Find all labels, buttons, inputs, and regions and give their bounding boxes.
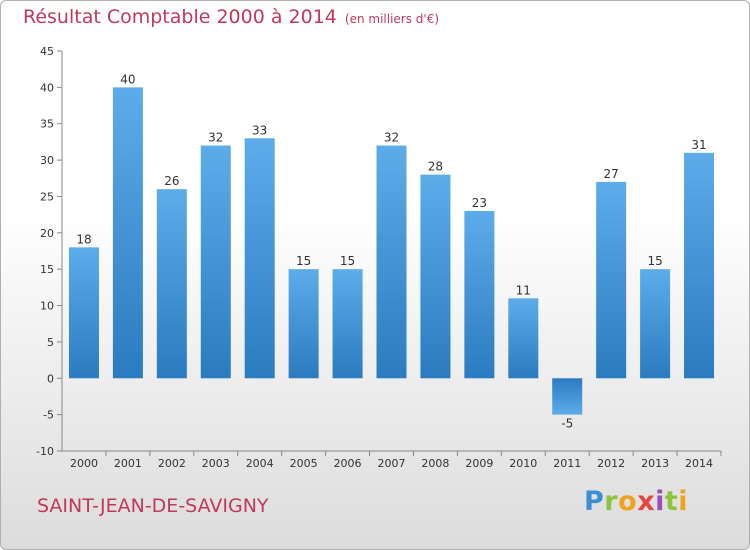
data-label-2011: -5 [561, 417, 573, 431]
data-label-2002: 26 [164, 174, 179, 188]
data-label-2007: 32 [384, 131, 399, 145]
bar-2004 [244, 138, 275, 379]
bar-2001 [112, 87, 143, 379]
x-tick-label: 2013 [641, 457, 669, 470]
bar-2013 [640, 269, 671, 379]
x-tick-label: 2001 [114, 457, 142, 470]
data-label-2001: 40 [120, 72, 135, 86]
y-tick-label: 30 [40, 154, 54, 167]
x-tick-label: 2011 [553, 457, 581, 470]
bar-2000 [68, 247, 99, 379]
y-tick-label: 15 [40, 263, 54, 276]
x-tick-label: 2004 [246, 457, 274, 470]
y-tick-label: 10 [40, 300, 54, 313]
x-tick-label: 2012 [597, 457, 625, 470]
chart-title: Résultat Comptable 2000 à 2014 [23, 6, 337, 28]
y-tick-label: 0 [47, 372, 54, 385]
y-tick-label: 45 [40, 45, 54, 58]
bar-2007 [376, 145, 407, 379]
y-tick-label: -5 [43, 409, 54, 422]
bar-2003 [200, 145, 231, 379]
bar-2006 [332, 269, 363, 379]
bar-2012 [596, 181, 627, 379]
x-tick-label: 2003 [202, 457, 230, 470]
y-tick-label: 40 [40, 81, 54, 94]
bar-2008 [420, 174, 451, 379]
y-tick-label: -10 [36, 445, 54, 458]
y-tick-label: 20 [40, 227, 54, 240]
data-label-2013: 15 [647, 254, 662, 268]
proxiti-logo: Proxiti [584, 486, 689, 517]
chart-title-block: Résultat Comptable 2000 à 2014 (en millie… [23, 6, 439, 28]
x-tick-label: 2007 [378, 457, 406, 470]
chart-unit-label: (en milliers d'€) [344, 12, 440, 26]
bar-2010 [508, 298, 539, 379]
place-name: SAINT-JEAN-DE-SAVIGNY [37, 495, 269, 517]
data-label-2012: 27 [604, 167, 619, 181]
data-label-2003: 32 [208, 131, 223, 145]
data-label-2009: 23 [472, 196, 487, 210]
bar-2011 [552, 378, 583, 415]
x-tick-label: 2002 [158, 457, 186, 470]
y-tick-label: 25 [40, 190, 54, 203]
x-tick-label: 2005 [290, 457, 318, 470]
bar-2005 [288, 269, 319, 379]
data-label-2010: 11 [516, 283, 531, 297]
data-label-2014: 31 [691, 138, 706, 152]
x-tick-label: 2014 [685, 457, 713, 470]
bar-2002 [156, 189, 187, 379]
data-label-2006: 15 [340, 254, 355, 268]
bar-2009 [464, 211, 495, 379]
x-tick-label: 2006 [334, 457, 362, 470]
bar-2014 [684, 152, 715, 379]
x-tick-label: 2009 [465, 457, 493, 470]
y-tick-label: 5 [47, 336, 54, 349]
data-label-2004: 33 [252, 123, 267, 137]
y-tick-label: 35 [40, 118, 54, 131]
data-label-2000: 18 [76, 232, 91, 246]
x-tick-label: 2008 [421, 457, 449, 470]
data-label-2008: 28 [428, 160, 443, 174]
data-label-2005: 15 [296, 254, 311, 268]
x-tick-label: 2000 [70, 457, 98, 470]
x-tick-label: 2010 [509, 457, 537, 470]
